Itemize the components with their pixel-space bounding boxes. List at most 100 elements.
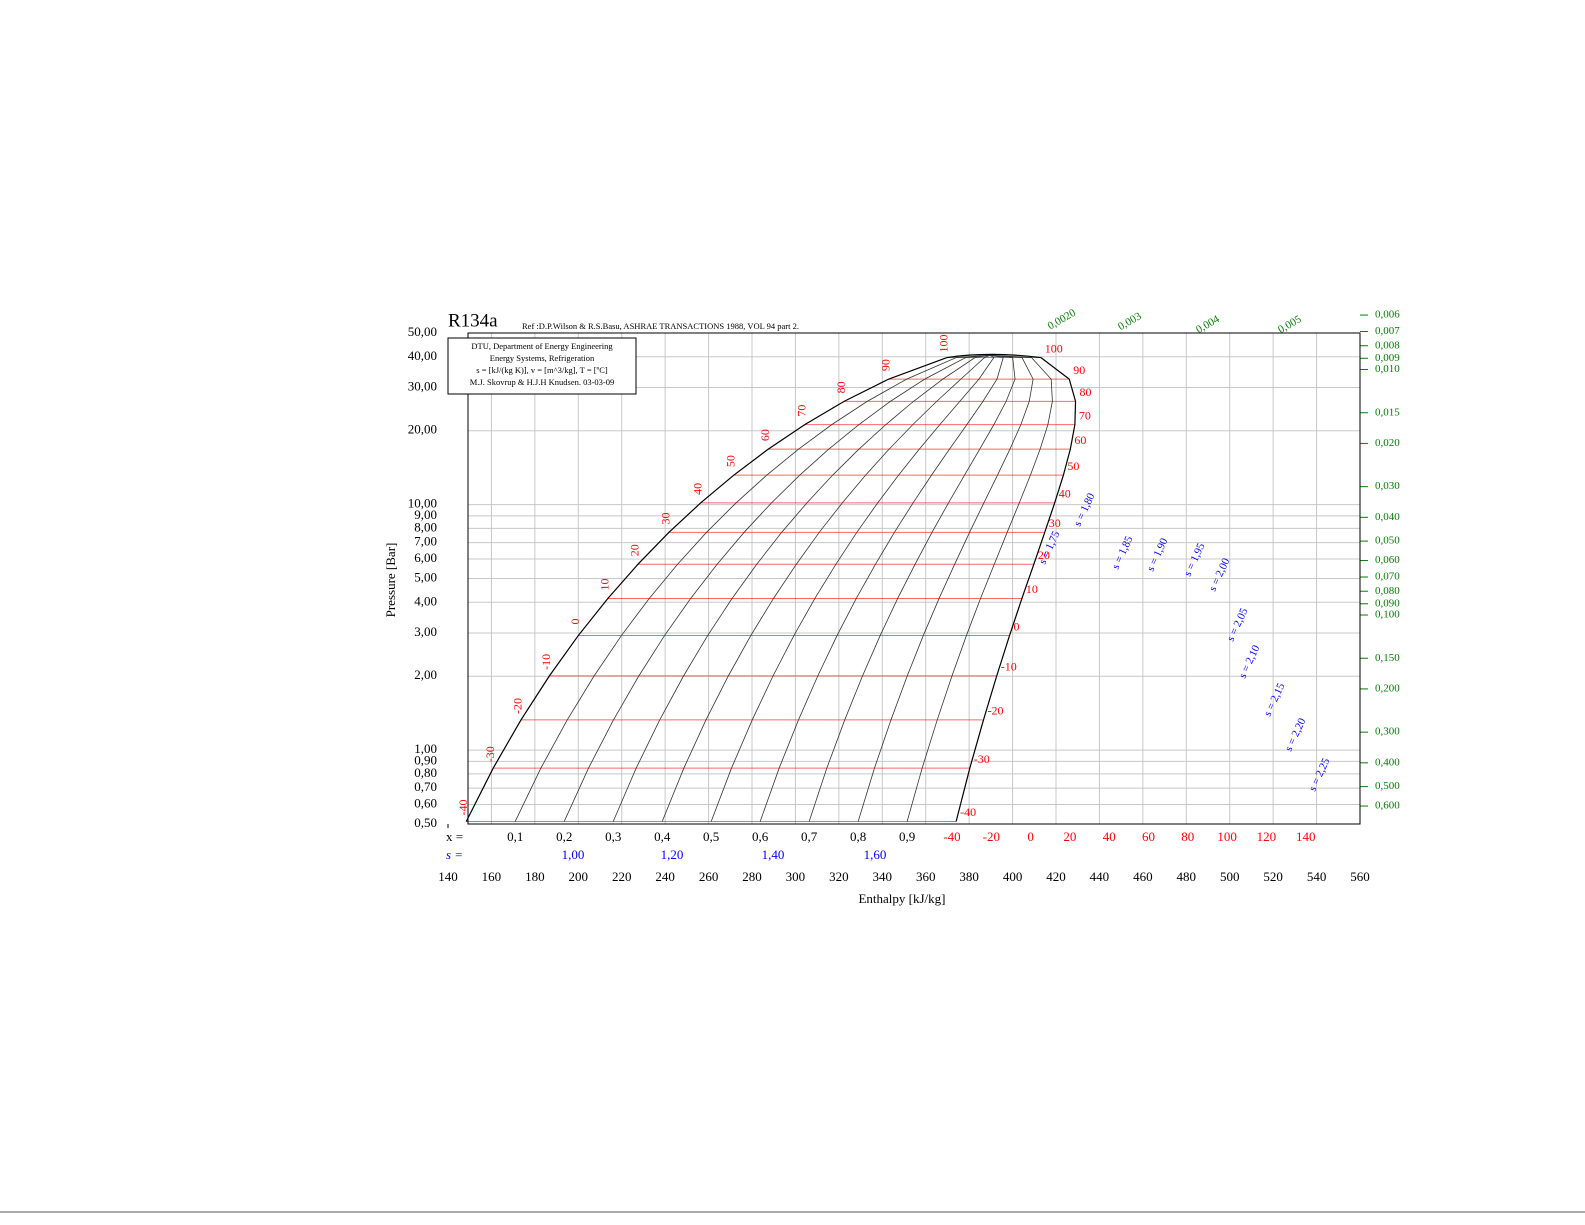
quality-label: 0,6 (752, 829, 769, 844)
volume-label: 0,500 (1375, 780, 1400, 792)
isotherm-label: 60 (758, 429, 772, 441)
volume-label: 0,050 (1375, 535, 1400, 547)
superheat-temperature-label: 60 (1142, 829, 1155, 844)
x-tick-label: 280 (742, 869, 762, 884)
entropy-label: 1,40 (762, 847, 785, 862)
quality-label: 0,5 (703, 829, 719, 844)
y-axis-label: Pressure [Bar] (383, 543, 398, 618)
y-tick-label: 40,00 (408, 348, 437, 363)
isotherm-label: 50 (724, 455, 738, 467)
volume-label: 0,010 (1375, 363, 1400, 375)
isotherm-label: -30 (483, 746, 497, 762)
x-tick-label: 540 (1307, 869, 1327, 884)
y-tick-label: 50,00 (408, 324, 437, 339)
entropy-label: 1,00 (562, 847, 585, 862)
info-line: DTU, Department of Energy Engineering (471, 341, 613, 351)
superheat-temperature-label: 100 (1217, 829, 1237, 844)
isotherm-label: 70 (1079, 408, 1091, 422)
y-tick-label: 2,00 (414, 667, 437, 682)
y-tick-label: 6,00 (414, 550, 437, 565)
y-tick-label: 4,00 (414, 593, 437, 608)
quality-line (857, 354, 1034, 822)
quality-label: 0,2 (556, 829, 572, 844)
x-tick-label: 320 (829, 869, 849, 884)
superheat-temperature-label: 40 (1103, 829, 1116, 844)
saturated-vapor-line (955, 357, 1077, 822)
y-tick-label: 0,70 (414, 779, 437, 794)
superheat-temperature-label: 0 (1027, 829, 1034, 844)
isotherm-label: 100 (937, 335, 951, 353)
saturated-liquid-line (465, 356, 948, 822)
entropy-label: 1,20 (661, 847, 684, 862)
y-tick-label: 20,00 (408, 422, 437, 437)
x-tick-label: 220 (612, 869, 632, 884)
superheat-temperature-label: 120 (1257, 829, 1277, 844)
entropy-row-label: s = (446, 847, 463, 862)
volume-label: 0,009 (1375, 352, 1400, 364)
quality-line (661, 354, 991, 822)
isotherm-label: 0 (568, 619, 582, 625)
chart-subtitle: Ref :D.P.Wilson & R.S.Basu, ASHRAE TRANS… (522, 321, 799, 331)
y-tick-label: 3,00 (414, 624, 437, 639)
x-tick-label: 480 (1177, 869, 1197, 884)
x-tick-label: 340 (873, 869, 893, 884)
x-axis-label: Enthalpy [kJ/kg] (858, 891, 945, 906)
isotherm-label: 90 (878, 359, 892, 371)
x-tick-label: 420 (1046, 869, 1066, 884)
volume-label: 0,015 (1375, 406, 1400, 418)
isotherm-label: 20 (628, 544, 642, 556)
isotherm-label: 100 (1045, 341, 1063, 355)
x-tick-label: 300 (786, 869, 806, 884)
volume-label: 0,100 (1375, 609, 1400, 621)
x-tick-label: 400 (1003, 869, 1023, 884)
isotherm-label: -40 (960, 805, 976, 819)
isotherm-label: 70 (795, 405, 809, 417)
isotherm-label: 90 (1073, 363, 1085, 377)
isotherm-label: 30 (659, 512, 673, 524)
y-tick-label: 1,00 (414, 741, 437, 756)
isotherm-label: -10 (539, 654, 553, 670)
volume-label: 0,007 (1375, 325, 1400, 337)
x-tick-label: 160 (482, 869, 502, 884)
isotherm-label: 30 (1049, 516, 1061, 530)
isotherm-label: -30 (974, 752, 990, 766)
quality-line (808, 354, 1016, 822)
y-tick-label: 0,90 (414, 752, 437, 767)
superheat-temperature-label: 20 (1063, 829, 1076, 844)
info-line: Energy Systems, Refrigeration (490, 353, 595, 363)
x-tick-label: 500 (1220, 869, 1240, 884)
info-line: M.J. Skovrup & H.J.H Knudsen. 03-03-09 (470, 377, 615, 387)
y-tick-label: 9,00 (414, 507, 437, 522)
critical-region (946, 353, 1041, 359)
volume-label: 0,070 (1375, 571, 1400, 583)
quality-label: 0,1 (507, 829, 523, 844)
isotherm-label: 80 (834, 381, 848, 393)
quality-label: 0,7 (801, 829, 818, 844)
volume-label: 0,008 (1375, 339, 1400, 351)
volume-label: 0,400 (1375, 756, 1400, 768)
isotherm-label: 0 (1014, 619, 1020, 633)
quality-line (759, 354, 1004, 822)
quality-line (514, 354, 991, 822)
isotherm-label: 60 (1074, 433, 1086, 447)
isotherm-label: -10 (1001, 660, 1017, 674)
x-tick-label: 240 (655, 869, 675, 884)
x-tick-label: 440 (1090, 869, 1110, 884)
y-tick-label: 8,00 (414, 519, 437, 534)
volume-label: 0,020 (1375, 437, 1400, 449)
x-tick-label: 460 (1133, 869, 1153, 884)
superheat-temperature-label: -20 (983, 829, 1000, 844)
info-line: s = [kJ/(kg K)], v = [m^3/kg], T = [ºC] (476, 365, 608, 375)
quality-line (563, 354, 991, 822)
x-tick-label: 560 (1350, 869, 1370, 884)
y-tick-label: 7,00 (414, 534, 437, 549)
superheat-temperature-label: -40 (943, 829, 960, 844)
x-tick-label: 180 (525, 869, 545, 884)
isotherm-label: 80 (1080, 385, 1092, 399)
quality-label: 0,9 (899, 829, 915, 844)
isotherm-label: 40 (1059, 487, 1071, 501)
x-tick-label: 140 (438, 869, 458, 884)
x-tick-label: 360 (916, 869, 936, 884)
y-tick-label: 0,60 (414, 796, 437, 811)
